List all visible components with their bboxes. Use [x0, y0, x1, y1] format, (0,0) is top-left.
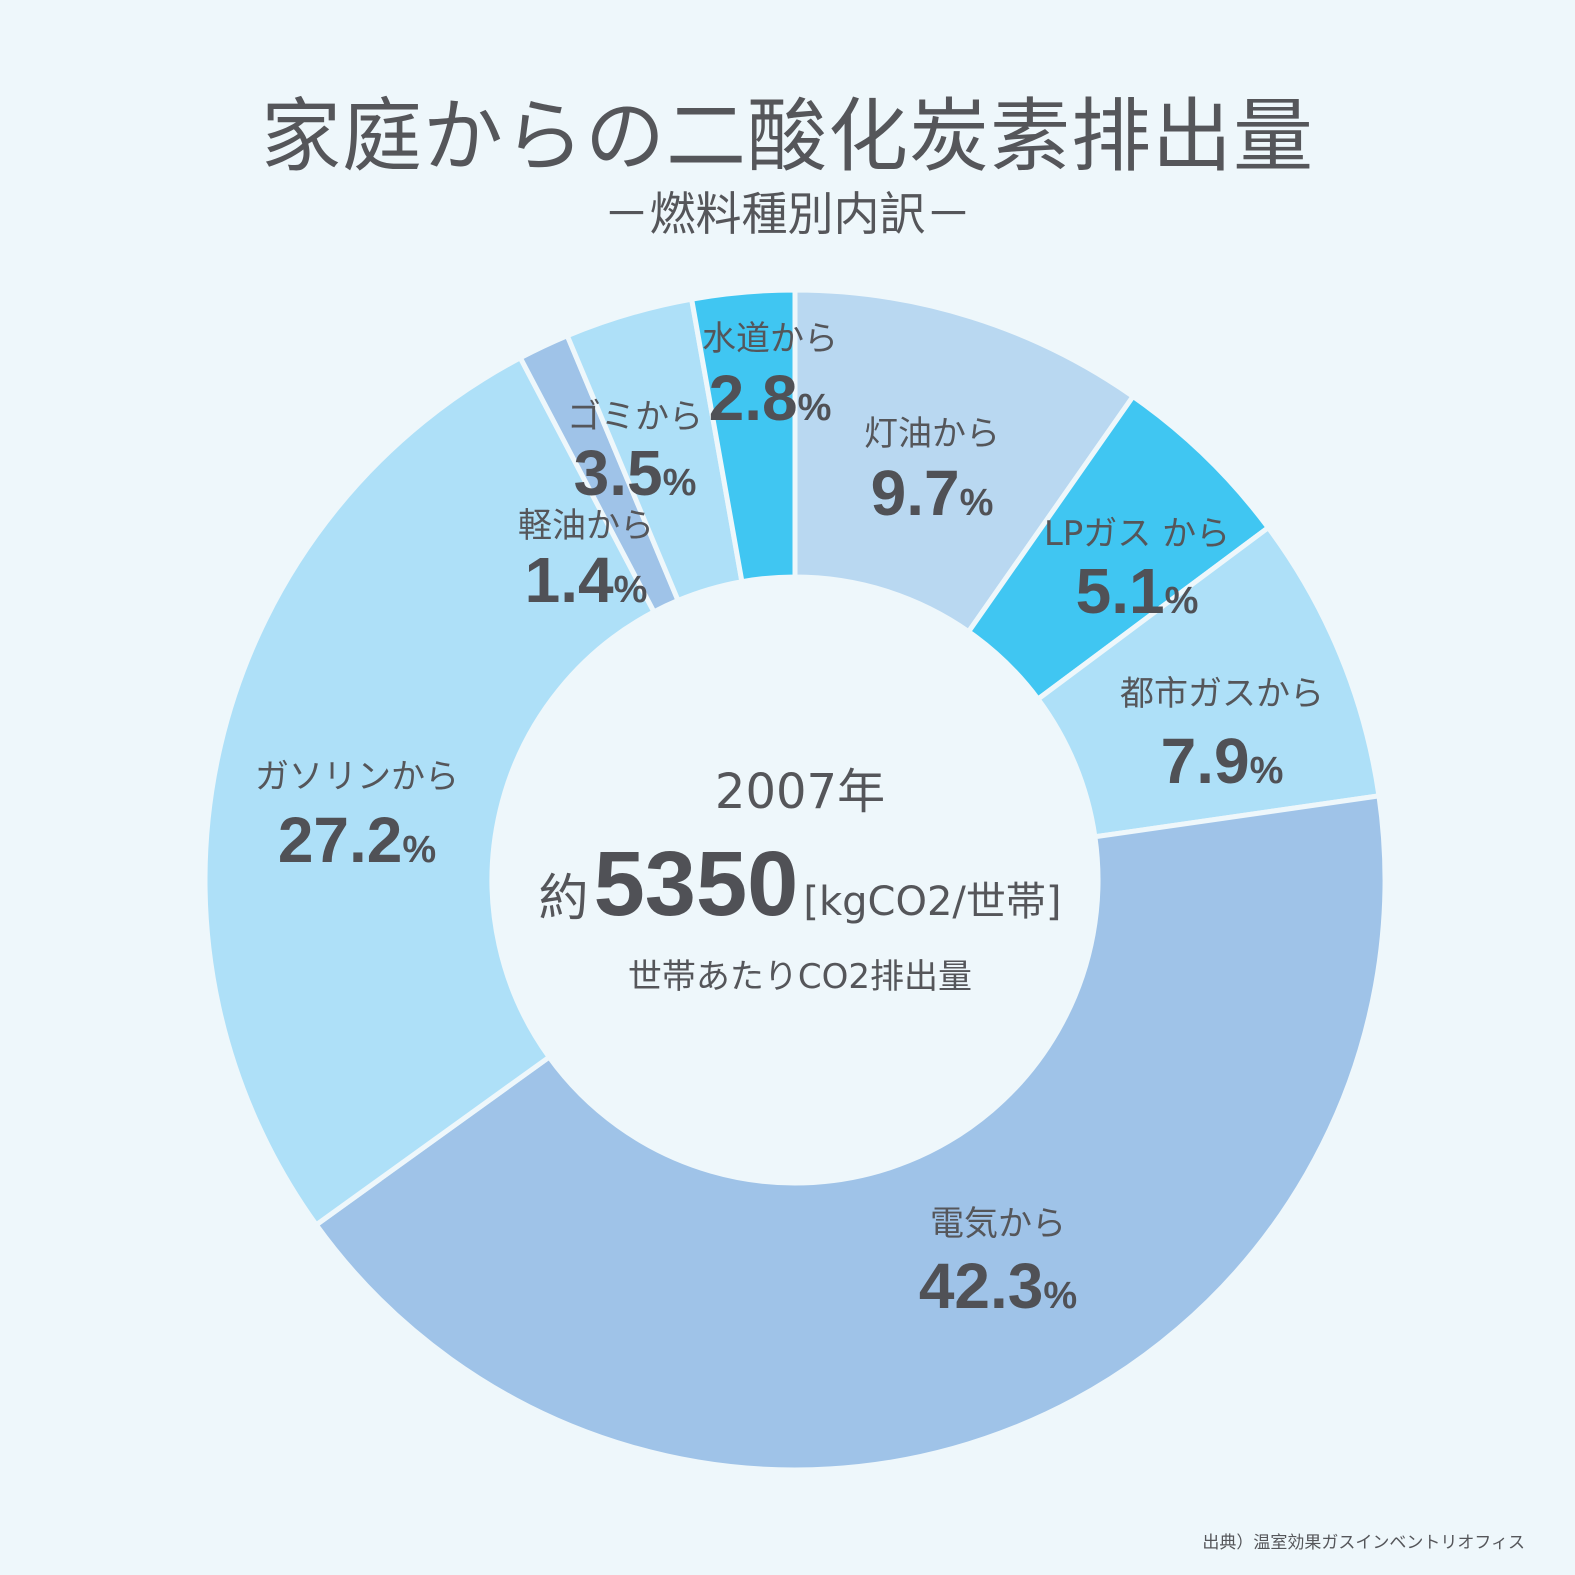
slice-value: 1.4%	[525, 544, 648, 616]
slice-value-number: 3.5	[574, 437, 663, 509]
center-total: 約 5350 [kgCO2/世帯]	[539, 833, 1062, 935]
slice-label: 電気から	[930, 1204, 1066, 1244]
slice-value-unit: %	[798, 387, 832, 429]
donut-slice	[202, 354, 658, 1229]
slice-value-number: 2.8	[709, 362, 798, 434]
center-value: 5350	[594, 833, 799, 935]
slice-label: 水道から	[702, 319, 838, 359]
center-prefix: 約	[539, 869, 589, 927]
center-unit: [kgCO2/世帯]	[803, 879, 1061, 925]
center-caption: 世帯あたりCO2排出量	[628, 957, 972, 997]
slice-label: ゴミから	[567, 397, 703, 437]
slice-label: LPガス から	[1044, 514, 1230, 554]
slice-value-unit: %	[1250, 750, 1284, 792]
slice-value-number: 9.7	[871, 457, 960, 529]
slice-value: 27.2%	[278, 804, 436, 876]
slice-label: ガソリンから	[255, 757, 459, 797]
slice-value: 42.3%	[919, 1250, 1077, 1322]
donut-slice	[792, 287, 1137, 636]
source-note: 出典）温室効果ガスインベントリオフィス	[1202, 1533, 1525, 1553]
slice-value-number: 1.4	[525, 544, 614, 616]
slice-value: 3.5%	[574, 437, 697, 509]
slice-value: 9.7%	[871, 457, 994, 529]
slice-value-unit: %	[1043, 1275, 1077, 1317]
center-summary: 2007年 約 5350 [kgCO2/世帯] 世帯あたりCO2排出量	[539, 764, 1062, 997]
slice-value-number: 5.1	[1076, 555, 1165, 627]
slice-label: 軽油から	[518, 506, 654, 546]
donut-slice	[312, 793, 1388, 1473]
chart-subtitle: －燃料種別内訳－	[603, 187, 972, 241]
slice-value-unit: %	[1165, 580, 1199, 622]
slice-value-unit: %	[614, 569, 648, 611]
slice-value: 2.8%	[709, 362, 832, 434]
slice-value-number: 27.2	[278, 804, 403, 876]
chart-title: 家庭からの二酸化炭素排出量	[261, 90, 1314, 183]
slice-value-number: 42.3	[919, 1250, 1044, 1322]
slice-value-unit: %	[960, 482, 994, 524]
center-year: 2007年	[715, 764, 885, 820]
slice-value-unit: %	[663, 462, 697, 504]
slice-label: 都市ガスから	[1120, 674, 1324, 714]
slice-label: 灯油から	[864, 414, 1000, 454]
slice-group	[202, 287, 1388, 1473]
slice-value-unit: %	[402, 829, 436, 871]
slice-value: 5.1%	[1076, 555, 1199, 627]
slice-value-number: 7.9	[1161, 725, 1250, 797]
donut-slice	[688, 287, 798, 585]
slice-value: 7.9%	[1161, 725, 1284, 797]
